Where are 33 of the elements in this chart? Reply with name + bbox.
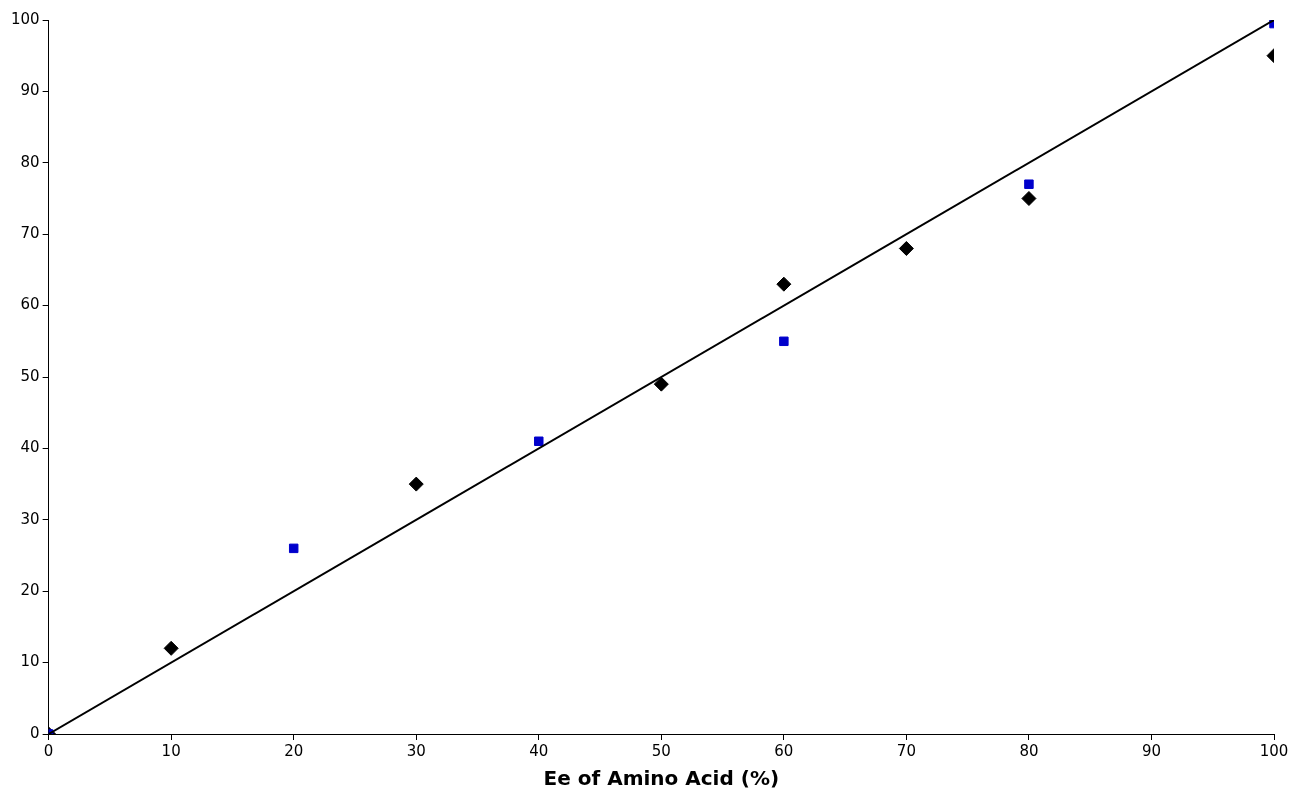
point [898,240,914,256]
x-axis-title: Ee of Amino Acid (%) [543,766,780,791]
y-tick-label: 90 [20,81,40,100]
x-tick-label: 30 [406,741,426,760]
y-tick-label: 100 [10,9,40,28]
y-tick-label: 70 [20,224,40,243]
x-tick-label: 90 [1141,741,1162,760]
x-tick-label: 100 [1259,741,1289,760]
point [779,336,789,347]
point [163,640,179,656]
point [534,436,544,446]
x-tick-label: 40 [529,741,549,760]
point [1021,191,1037,206]
y-tick-label: 50 [20,366,40,385]
x-tick-label: 0 [43,741,54,760]
y-tick-label: 60 [20,295,40,314]
y-tick-label: 30 [20,509,40,528]
point [653,376,669,392]
x-tick-label: 10 [161,741,181,760]
x-tick-label: 20 [284,741,304,760]
point [1024,179,1034,189]
x-tick-label: 60 [774,741,794,760]
point [408,476,424,492]
y-tick-label: 40 [20,438,40,457]
x-tick-label: 50 [651,741,671,760]
point [776,276,792,292]
y-tick-label: 0 [30,723,40,742]
point [288,543,299,554]
y-tick-label: 20 [20,581,40,600]
x-tick-label: 70 [896,741,916,760]
x-tick-label: 80 [1019,741,1039,760]
y-tick-label: 10 [20,652,40,671]
y-tick-label: 80 [20,152,40,171]
